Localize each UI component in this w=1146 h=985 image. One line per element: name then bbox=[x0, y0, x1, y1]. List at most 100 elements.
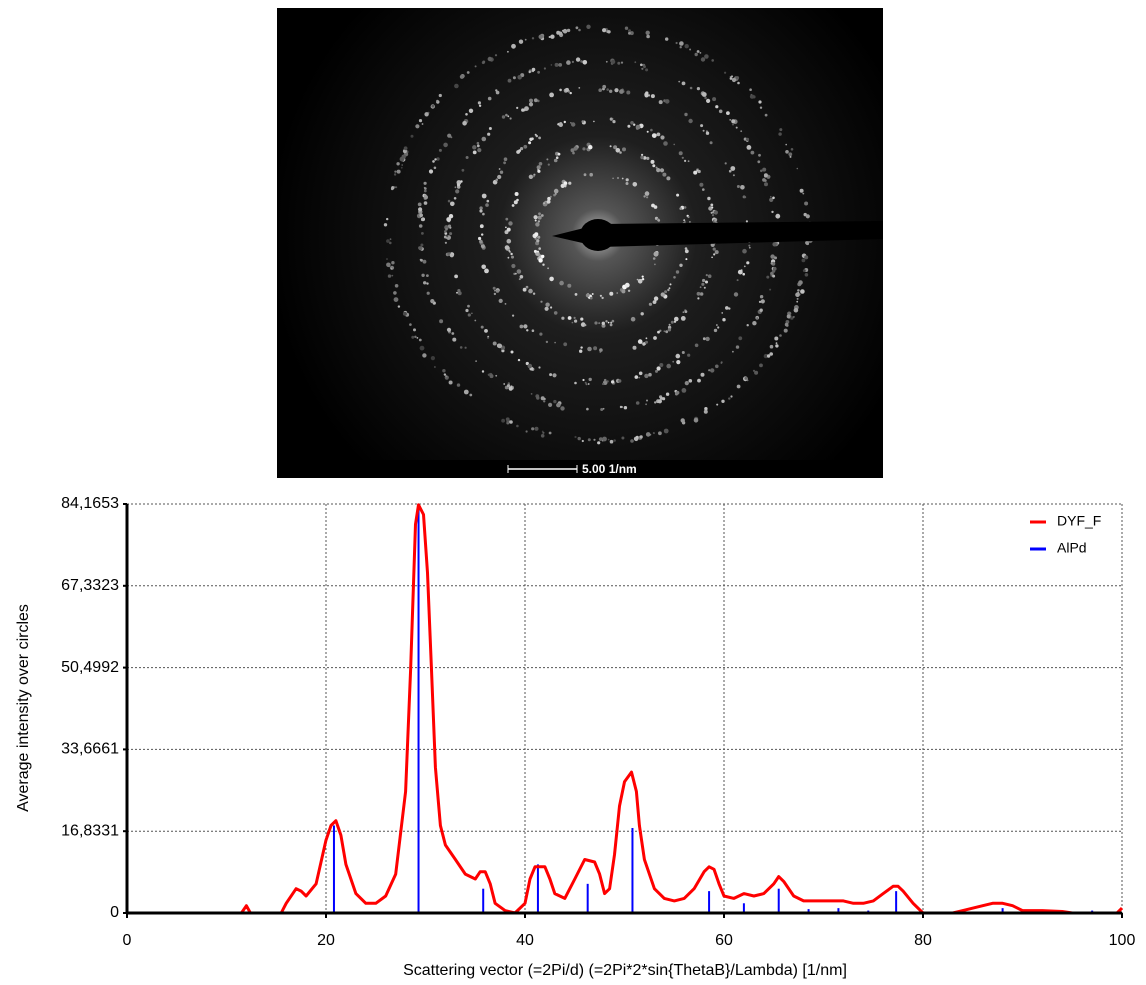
spot bbox=[766, 354, 771, 358]
x-tick-label: 100 bbox=[1109, 932, 1136, 949]
spot bbox=[710, 368, 715, 373]
spot bbox=[436, 157, 440, 161]
spot bbox=[607, 321, 610, 324]
spot bbox=[480, 325, 484, 329]
spot bbox=[546, 199, 551, 204]
spot bbox=[784, 322, 789, 327]
spot bbox=[587, 346, 592, 352]
spot bbox=[512, 76, 516, 80]
spot bbox=[717, 326, 720, 329]
spot bbox=[510, 350, 514, 354]
spot bbox=[626, 90, 631, 95]
spot bbox=[796, 300, 799, 303]
spot bbox=[526, 329, 529, 332]
spot bbox=[675, 353, 681, 359]
spot bbox=[699, 292, 704, 296]
spot bbox=[625, 178, 629, 182]
spot bbox=[612, 177, 614, 180]
spot bbox=[697, 169, 701, 174]
spot bbox=[390, 267, 393, 270]
spot bbox=[540, 434, 545, 438]
spot bbox=[666, 363, 671, 369]
spot bbox=[770, 195, 772, 198]
spot bbox=[400, 166, 403, 169]
spot bbox=[494, 54, 498, 57]
spot bbox=[543, 398, 546, 400]
spot bbox=[745, 220, 749, 223]
spot bbox=[396, 169, 401, 174]
spot bbox=[752, 95, 756, 99]
spot bbox=[680, 316, 686, 321]
spot bbox=[544, 306, 549, 311]
spot bbox=[387, 274, 392, 278]
spot bbox=[582, 60, 588, 65]
spot bbox=[696, 50, 700, 53]
spot bbox=[786, 314, 791, 319]
spot bbox=[659, 363, 664, 367]
spot bbox=[797, 289, 800, 292]
spot bbox=[505, 217, 509, 221]
spot bbox=[658, 100, 663, 105]
spot bbox=[746, 379, 749, 382]
spot bbox=[457, 291, 462, 296]
spot bbox=[602, 407, 605, 410]
spot bbox=[495, 374, 498, 377]
spot bbox=[783, 328, 788, 333]
spot bbox=[443, 373, 447, 376]
spot bbox=[537, 70, 540, 74]
spot bbox=[800, 289, 805, 294]
spot bbox=[563, 120, 566, 124]
spot bbox=[402, 311, 407, 316]
spot bbox=[637, 279, 643, 284]
spot bbox=[399, 156, 405, 162]
spot bbox=[640, 63, 643, 67]
spot bbox=[716, 324, 718, 326]
spot bbox=[598, 322, 601, 325]
spot bbox=[526, 286, 528, 288]
spot bbox=[558, 122, 563, 128]
spot bbox=[646, 156, 650, 160]
spot bbox=[779, 334, 782, 337]
spot bbox=[645, 30, 650, 35]
spot bbox=[628, 29, 631, 33]
spot bbox=[479, 239, 483, 244]
spot bbox=[495, 90, 500, 95]
spot bbox=[736, 185, 740, 188]
spot bbox=[728, 169, 732, 173]
spot bbox=[668, 323, 671, 326]
spot bbox=[587, 438, 591, 442]
spot bbox=[611, 380, 615, 384]
spot bbox=[777, 241, 780, 244]
spot bbox=[666, 176, 671, 181]
spot bbox=[507, 256, 510, 259]
spot bbox=[714, 250, 719, 255]
spot bbox=[715, 105, 719, 109]
spot bbox=[434, 158, 437, 161]
spot bbox=[621, 289, 626, 294]
spot bbox=[518, 149, 521, 153]
spot bbox=[386, 239, 390, 243]
spot bbox=[627, 124, 631, 128]
legend-label: AlPd bbox=[1057, 540, 1087, 556]
spot bbox=[799, 188, 804, 193]
spot bbox=[605, 60, 608, 63]
y-tick-label: 16,8331 bbox=[61, 822, 119, 839]
spot bbox=[769, 288, 772, 291]
spot bbox=[670, 320, 674, 324]
spot bbox=[444, 232, 448, 235]
spot bbox=[539, 332, 543, 336]
spot bbox=[736, 384, 741, 389]
spot bbox=[740, 130, 743, 133]
spot bbox=[705, 280, 708, 284]
spot bbox=[469, 393, 473, 397]
spot bbox=[386, 217, 389, 221]
spot bbox=[587, 383, 590, 385]
spot bbox=[564, 184, 567, 187]
spot bbox=[493, 292, 497, 296]
spot bbox=[463, 389, 469, 395]
spot bbox=[713, 328, 718, 333]
spot bbox=[487, 373, 491, 376]
spot bbox=[563, 342, 568, 347]
y-tick-label: 84,1653 bbox=[61, 495, 119, 512]
